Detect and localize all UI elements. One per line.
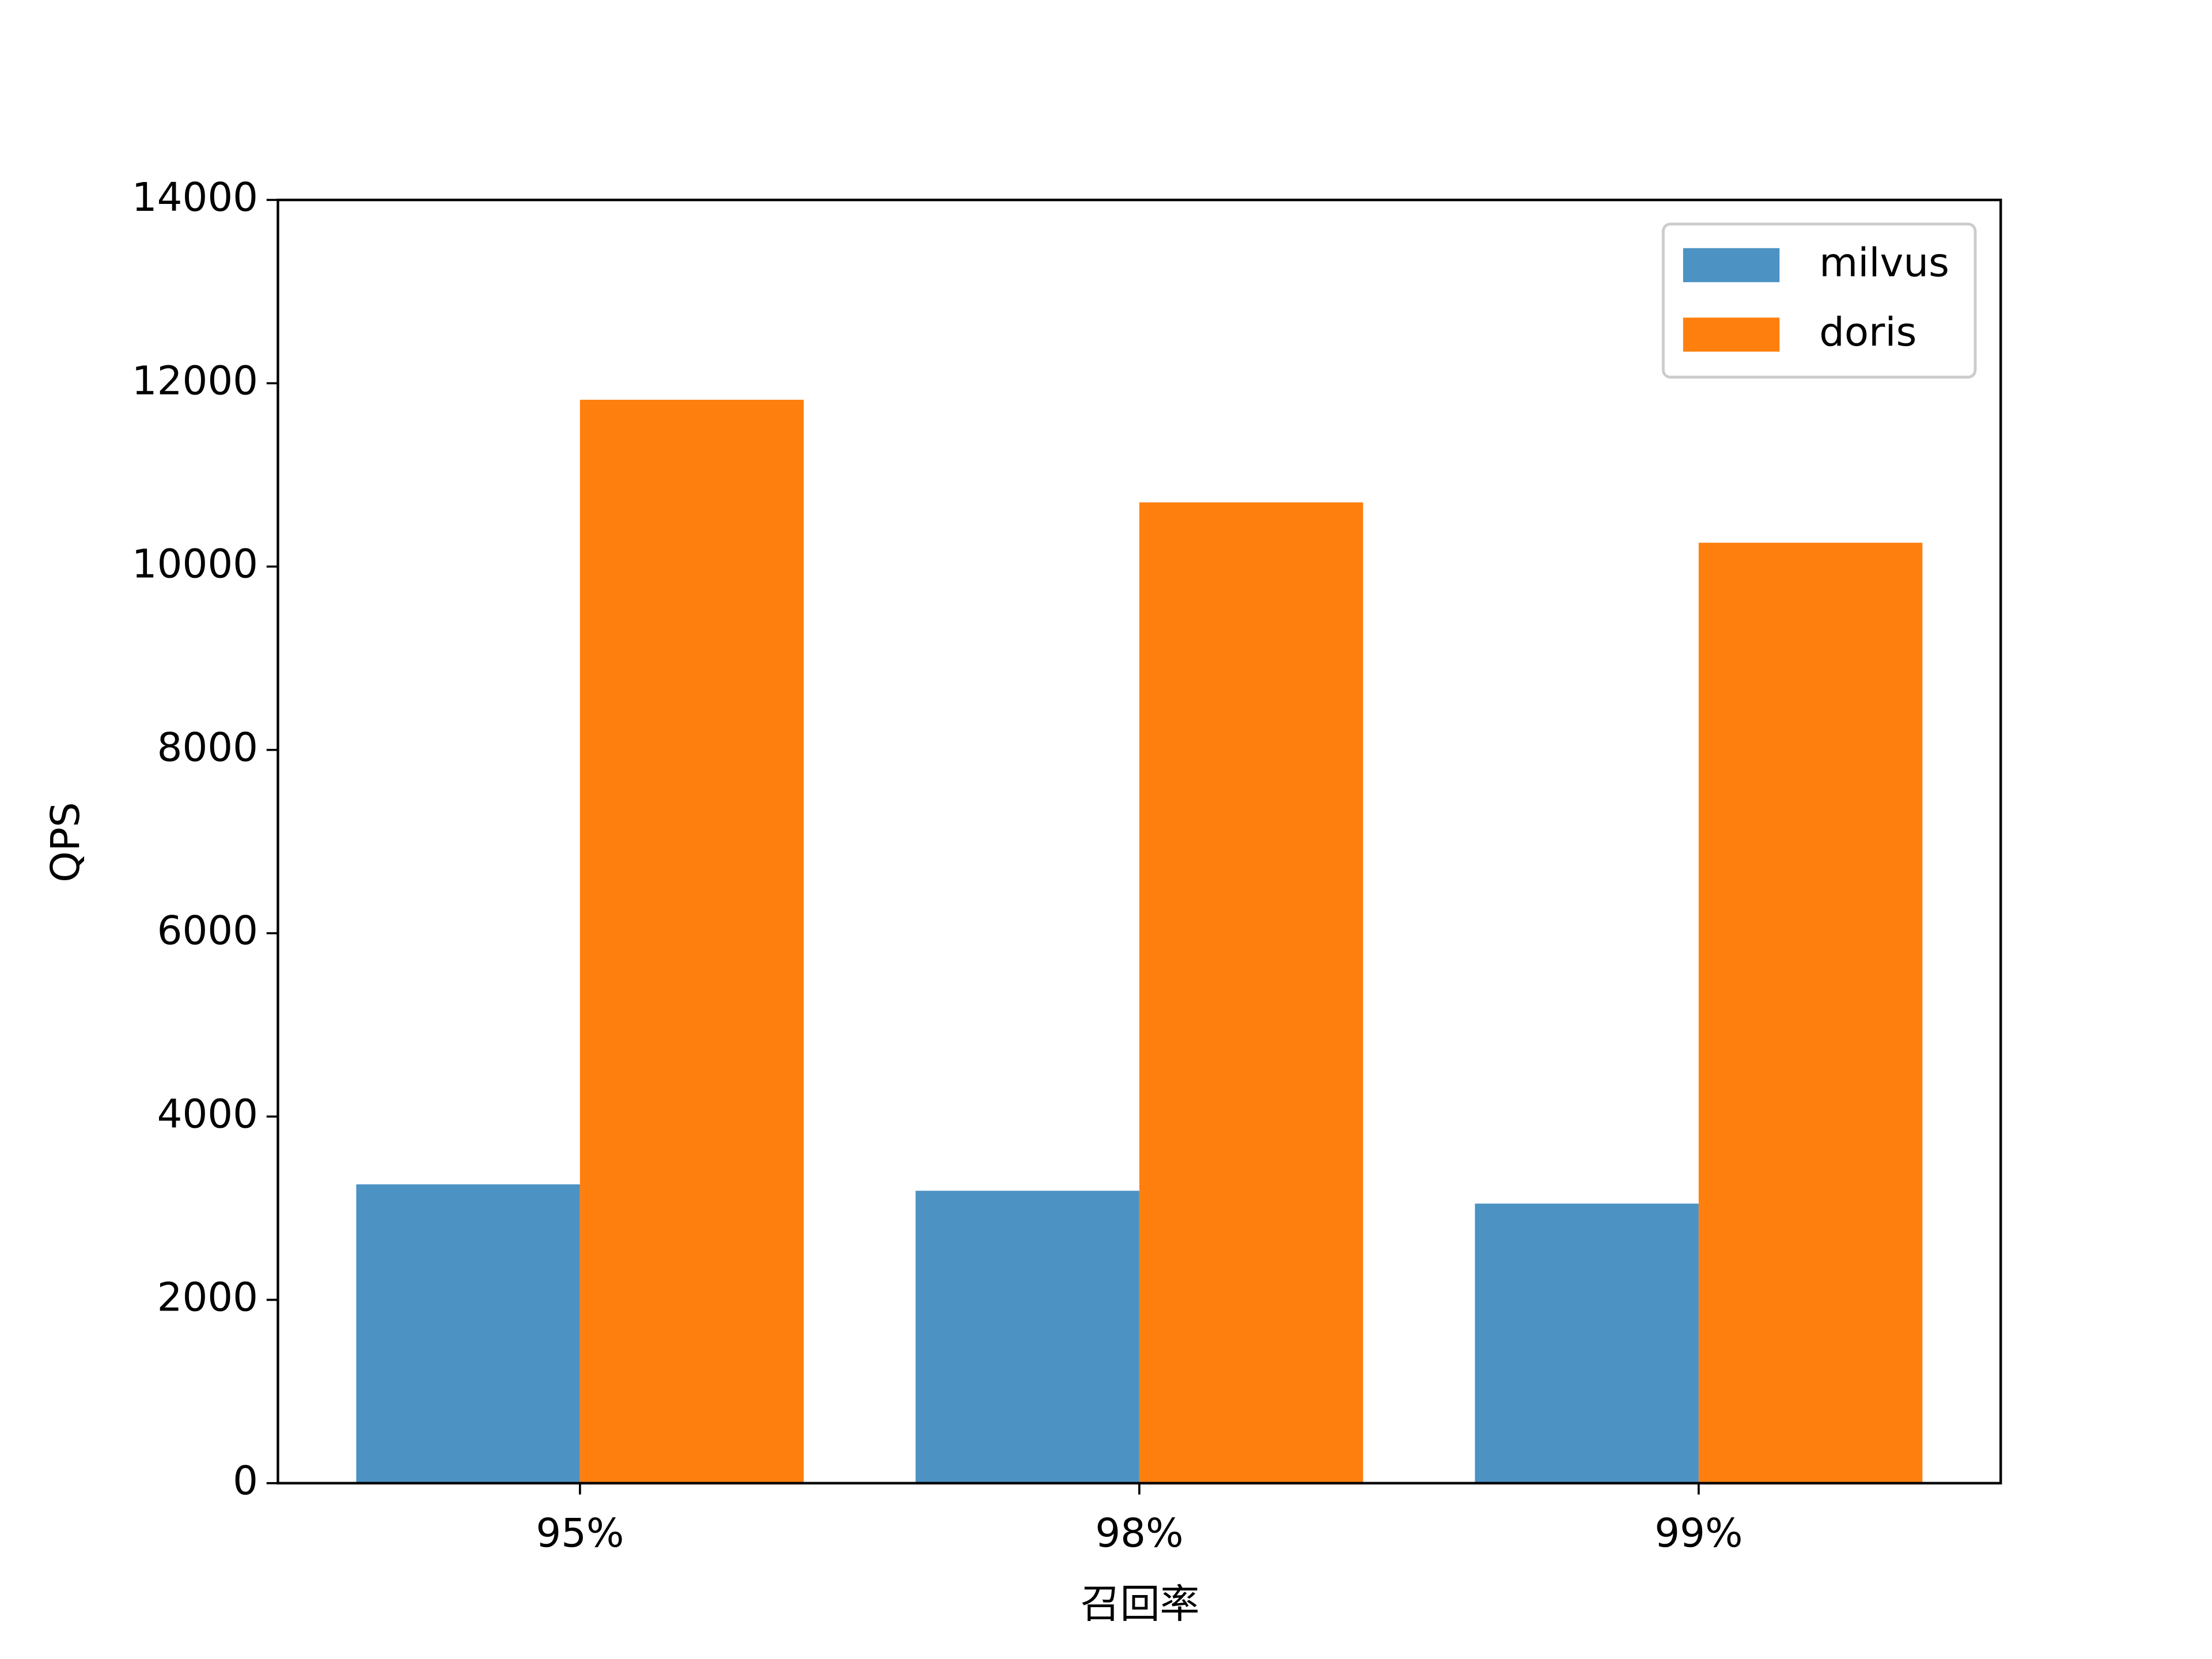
- y-tick-label: 10000: [132, 541, 258, 588]
- y-tick-label: 2000: [157, 1275, 258, 1321]
- x-axis-label: 召回率: [1081, 1581, 1200, 1627]
- x-tick-label: 99%: [1654, 1510, 1743, 1556]
- legend-swatch: [1683, 317, 1780, 352]
- x-tick-label: 95%: [536, 1510, 624, 1556]
- y-tick-label: 4000: [157, 1091, 258, 1137]
- legend-label: doris: [1819, 309, 1916, 355]
- plot-frame: [276, 198, 2002, 1484]
- legend-swatch: [1683, 248, 1780, 282]
- y-tick-label: 8000: [157, 725, 258, 771]
- y-axis-label: QPS: [43, 802, 89, 882]
- bar: [915, 1191, 1139, 1483]
- bar: [1698, 543, 1923, 1483]
- y-tick-label: 12000: [132, 358, 258, 404]
- bar: [1475, 1203, 1699, 1483]
- bar: [1139, 502, 1363, 1483]
- x-tick-label: 98%: [1095, 1510, 1183, 1556]
- y-tick-label: 0: [233, 1458, 258, 1504]
- legend-label: milvus: [1819, 240, 1949, 286]
- bar: [356, 1184, 580, 1483]
- y-tick-label: 14000: [132, 175, 258, 221]
- bar: [579, 399, 804, 1483]
- y-tick-label: 6000: [157, 908, 258, 954]
